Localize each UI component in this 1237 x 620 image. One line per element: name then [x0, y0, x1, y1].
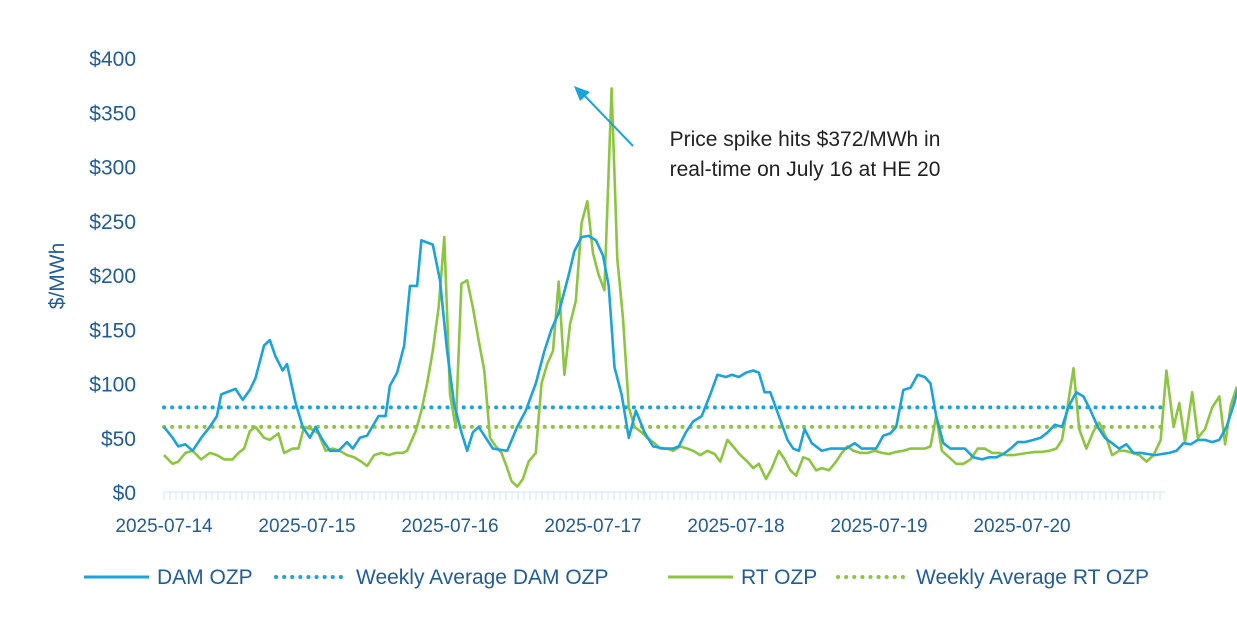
x-tick-label: 2025-07-18	[687, 516, 784, 537]
legend: DAM OZP Weekly Average DAM OZP RT OZP We…	[84, 566, 1149, 589]
y-axis-title: $/MWh	[46, 243, 69, 310]
series-line-rt-ozp	[163, 87, 1237, 488]
y-tick-label: $150	[89, 319, 136, 342]
annotation-text-line-2: real-time on July 16 at HE 20	[670, 158, 941, 181]
y-tick-label: $100	[89, 374, 136, 397]
series-line-dam-ozp	[162, 234, 1237, 461]
x-tick-label: 2025-07-15	[258, 516, 355, 537]
y-tick-label: $50	[101, 428, 136, 451]
legend-label-dam: DAM OZP	[157, 566, 253, 589]
y-tick-label: $350	[89, 102, 136, 125]
legend-item-dam: DAM OZP	[84, 566, 253, 589]
x-tick-label: 2025-07-19	[830, 516, 927, 537]
legend-item-weekly-dam: Weekly Average DAM OZP	[274, 566, 608, 589]
y-tick-label: $300	[89, 157, 136, 180]
x-tick-label: 2025-07-17	[544, 516, 641, 537]
series-layer	[162, 87, 1237, 488]
x-axis	[163, 491, 1165, 500]
price-spike-annotation: Price spike hits $372/MWh in real-time o…	[574, 86, 940, 181]
y-tick-label: $250	[89, 211, 136, 234]
legend-label-weekly-dam: Weekly Average DAM OZP	[356, 566, 608, 589]
legend-label-rt: RT OZP	[741, 566, 817, 589]
annotation-text-line-1: Price spike hits $372/MWh in	[670, 128, 941, 151]
annotation-arrow-head	[574, 86, 590, 101]
x-tick-label: 2025-07-16	[401, 516, 498, 537]
legend-label-weekly-rt: Weekly Average RT OZP	[916, 566, 1149, 589]
x-axis-tick-marks	[163, 492, 1161, 500]
y-tick-label: $200	[89, 265, 136, 288]
legend-item-weekly-rt: Weekly Average RT OZP	[836, 566, 1149, 589]
x-axis-ticks: 2025-07-14 2025-07-15 2025-07-16 2025-07-17…	[115, 516, 1070, 537]
x-tick-label: 2025-07-14	[115, 516, 213, 537]
legend-item-rt: RT OZP	[668, 566, 817, 589]
y-tick-label: $0	[113, 482, 136, 505]
y-tick-label: $400	[89, 48, 136, 71]
annotation-arrow-line	[581, 92, 634, 147]
x-tick-label: 2025-07-20	[973, 516, 1070, 537]
y-axis-ticks: $0 $50 $100 $150 $200 $250 $300 $350 $400	[89, 48, 136, 505]
